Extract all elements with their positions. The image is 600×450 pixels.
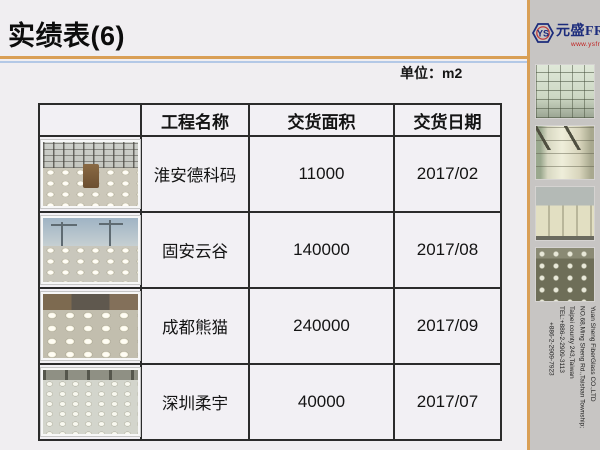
- brand-website: www.ysfrp.tw: [570, 41, 600, 48]
- company-phone-1: TEL:+886-2-2909-3113: [557, 306, 565, 373]
- company-sidebar: YS 元盛FRP www.ysfrp.tw Yuan Sheng FiberGl…: [530, 0, 600, 450]
- project-photo-guan: [39, 215, 141, 285]
- table-header-row: 工程名称 交货面积 交货日期: [38, 103, 502, 137]
- cell-delivery-area: 11000: [248, 135, 395, 213]
- header-cell-photo: [38, 103, 142, 137]
- photo-cylinder-field: [42, 380, 138, 434]
- photo-cylinder-field: [42, 310, 138, 358]
- cell-project-name: 固安云谷: [140, 211, 250, 289]
- cell-project-name: 成都熊猫: [140, 287, 250, 365]
- sidebar-accent-line: [527, 0, 530, 450]
- title-divider-blue: [0, 61, 528, 63]
- photo-ground: [536, 236, 594, 240]
- photo-cylinder-field: [42, 246, 138, 282]
- sidebar-photo-tank-closeup: [535, 125, 595, 180]
- header-cell-name: 工程名称: [140, 103, 250, 137]
- table-row: 深圳柔宇 40000 2017/07: [38, 363, 502, 441]
- page-title: 实绩表(6): [8, 21, 125, 51]
- projects-table: 工程名称 交货面积 交货日期 淮安德科码 11000 2017/02: [38, 103, 502, 441]
- cell-delivery-area: 140000: [248, 211, 395, 289]
- cell-delivery-date: 2017/09: [393, 287, 502, 365]
- photo-crane: [60, 222, 63, 246]
- photo-crane: [50, 224, 77, 226]
- photo-steel-frame: [42, 142, 138, 168]
- company-info-vertical-text: Yuan Sheng FiberGlass CO.,LTD NO.68,Ming…: [545, 306, 597, 448]
- unit-label: 单位：m2: [400, 65, 463, 81]
- sidebar-photo-tank-farm: [535, 186, 595, 241]
- cell-delivery-area: 240000: [248, 287, 395, 365]
- cell-project-name: 淮安德科码: [140, 135, 250, 213]
- brand-name: 元盛FRP: [556, 24, 600, 39]
- photo-crane: [108, 220, 111, 246]
- photo-background: [42, 370, 138, 380]
- photo-background: [42, 294, 138, 310]
- cell-project-name: 深圳柔宇: [140, 363, 250, 441]
- title-divider-orange: [0, 56, 528, 59]
- ys-hexagon-logo-icon: YS: [531, 23, 555, 43]
- sidebar-photo-warehouse: [535, 247, 595, 302]
- cell-delivery-area: 40000: [248, 363, 395, 441]
- photo-piping: [536, 126, 594, 150]
- table-row: 淮安德科码 11000 2017/02: [38, 135, 502, 213]
- table-row: 固安云谷 140000 2017/08: [38, 211, 502, 289]
- company-phone-2: +886-2-2909-7923: [547, 322, 555, 376]
- company-address-line2: Taipei county 243,Taiwan: [568, 306, 576, 379]
- company-logo: YS 元盛FRP www.ysfrp.tw: [531, 20, 600, 48]
- project-photo-huaian: [39, 139, 141, 209]
- sidebar-photo-ceiling: [535, 64, 595, 119]
- logo-badge-text: YS: [537, 29, 549, 39]
- cell-delivery-date: 2017/02: [393, 135, 502, 213]
- company-address-line1: NO.68,Ming Sheng Rd.,Taishan Township;: [578, 306, 586, 429]
- cell-delivery-date: 2017/08: [393, 211, 502, 289]
- company-name: Yuan Sheng FiberGlass CO.,LTD: [589, 306, 596, 402]
- photo-sky: [42, 218, 138, 246]
- photo-crane: [98, 223, 123, 225]
- header-cell-area: 交货面积: [248, 103, 395, 137]
- header-cell-date: 交货日期: [393, 103, 502, 137]
- sidebar-photo-strip: [530, 58, 600, 302]
- project-photo-chengdu: [39, 291, 141, 361]
- cell-delivery-date: 2017/07: [393, 363, 502, 441]
- table-row: 成都熊猫 240000 2017/09: [38, 287, 502, 365]
- photo-equipment: [82, 164, 99, 188]
- project-photo-shenzhen: [39, 367, 141, 437]
